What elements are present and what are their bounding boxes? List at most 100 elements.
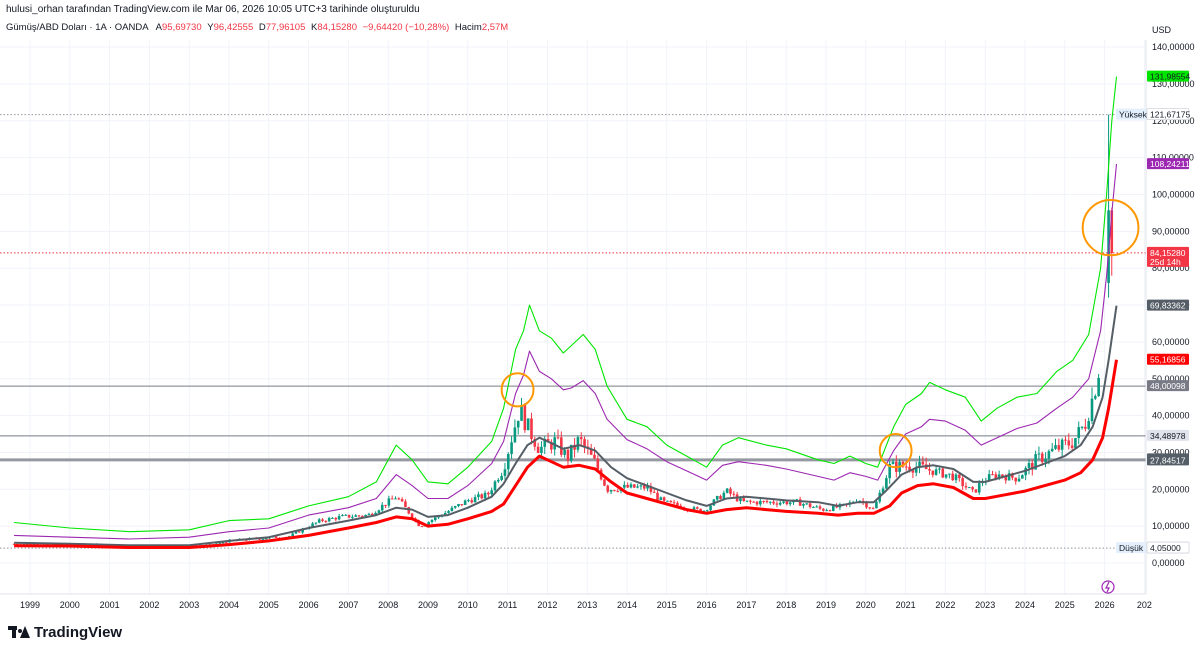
candle-up — [768, 501, 772, 505]
candle-up — [327, 516, 331, 523]
candle-down — [719, 494, 722, 500]
candle-body — [370, 513, 374, 515]
candle-body — [221, 542, 225, 544]
candle-body — [954, 474, 958, 481]
candle-body — [831, 505, 835, 511]
candle-down — [1067, 433, 1071, 450]
candle-body — [550, 442, 553, 450]
candle-up — [331, 517, 334, 519]
candle-up — [291, 531, 294, 537]
x-tick-label: 2003 — [179, 600, 199, 610]
candle-body — [967, 487, 971, 489]
high-label: Y — [207, 22, 214, 33]
candle-body — [742, 498, 746, 502]
candle-body — [520, 405, 523, 421]
candle-body — [536, 446, 540, 453]
candle-body — [523, 405, 527, 431]
symbol-name[interactable]: Gümüş/ABD Doları · 1A · OANDA — [6, 22, 149, 33]
logo-text: TradingView — [34, 624, 123, 641]
candle-body — [828, 510, 832, 512]
badge-box — [1147, 158, 1189, 170]
candle-body — [579, 437, 583, 440]
candle-body — [400, 499, 404, 502]
candle-down — [961, 475, 964, 490]
candle-down — [12, 543, 16, 545]
badge-label: 34,48978 — [1150, 431, 1186, 441]
y-tick-label: 40,00000 — [1152, 411, 1190, 421]
candle-body — [500, 475, 503, 480]
candle-body — [666, 500, 669, 502]
price-chart[interactable]: USD 0,00000 10,00000 20,00000 30,00000 40,00… — [0, 0, 1200, 620]
candle-up — [473, 494, 477, 503]
candle-up — [1097, 373, 1100, 397]
horizontal-lines-layer — [0, 114, 1146, 549]
candle-body — [749, 500, 752, 502]
x-tick-label: 2015 — [657, 600, 677, 610]
candle-down — [573, 437, 576, 458]
badge-34: 34,48978 — [1147, 429, 1189, 441]
candle-down — [755, 500, 759, 507]
candle-body — [447, 511, 450, 514]
badge-box — [1147, 299, 1189, 311]
x-tick-label: 2020 — [856, 600, 876, 610]
candle-up — [745, 500, 749, 503]
candle-body — [510, 442, 513, 454]
candle-up — [497, 478, 500, 483]
badge-low: 4,05000 Düşük — [1116, 541, 1190, 554]
candle-body — [546, 438, 550, 443]
replay-button[interactable] — [1101, 580, 1115, 594]
circle-2020 — [878, 433, 913, 469]
candle-body — [301, 528, 304, 533]
candle-body — [725, 488, 729, 493]
candle-body — [669, 500, 673, 503]
candle-body — [467, 500, 470, 502]
candle-body — [805, 503, 809, 505]
badge-purple: 108,24211 — [1147, 158, 1190, 170]
candle-body — [1044, 458, 1047, 463]
open-label: A — [155, 22, 162, 33]
candle-down — [901, 460, 905, 469]
badge-box — [1146, 108, 1190, 121]
candle-body — [709, 505, 712, 511]
lightning-icon — [1105, 581, 1110, 593]
candle-up — [510, 436, 513, 459]
upper-band-line — [14, 76, 1118, 533]
candle-down — [334, 517, 338, 522]
candle-body — [503, 469, 507, 476]
candle-up — [467, 498, 470, 503]
candle-body — [904, 466, 908, 468]
candle-body — [1080, 426, 1084, 428]
candle-body — [341, 515, 344, 517]
candle-body — [868, 507, 872, 509]
x-tick-label: 2010 — [458, 600, 478, 610]
candle-up — [1044, 452, 1047, 468]
candle-body — [410, 513, 414, 519]
tradingview-logo[interactable]: TradingView — [8, 624, 122, 641]
candle-body — [908, 466, 911, 471]
x-tick-label: 2001 — [100, 600, 120, 610]
candle-body — [487, 492, 490, 495]
candle-down — [420, 525, 424, 528]
candle-body — [1067, 440, 1071, 446]
candle-down — [533, 436, 537, 451]
candle-up — [576, 435, 580, 453]
candle-body — [477, 494, 480, 498]
candle-up — [337, 513, 341, 521]
candle-up — [725, 487, 729, 494]
candle-up — [477, 491, 480, 501]
candle-body — [453, 506, 457, 508]
candle-body — [1057, 445, 1061, 450]
candle-down — [298, 531, 301, 533]
candle-body — [560, 437, 563, 455]
candle-body — [739, 498, 742, 502]
circle-2011 — [500, 372, 535, 408]
time-axis[interactable]: 1999 2000 2001 2002 2003 2004 2005 2006 2007 2008… — [0, 593, 1152, 610]
candle-body — [321, 519, 324, 521]
x-tick-label: 2023 — [975, 600, 995, 610]
candle-body — [258, 538, 261, 540]
candle-body — [768, 501, 772, 503]
candle-body — [755, 501, 759, 505]
candle-up — [778, 500, 782, 506]
grid-layer — [0, 40, 1146, 594]
